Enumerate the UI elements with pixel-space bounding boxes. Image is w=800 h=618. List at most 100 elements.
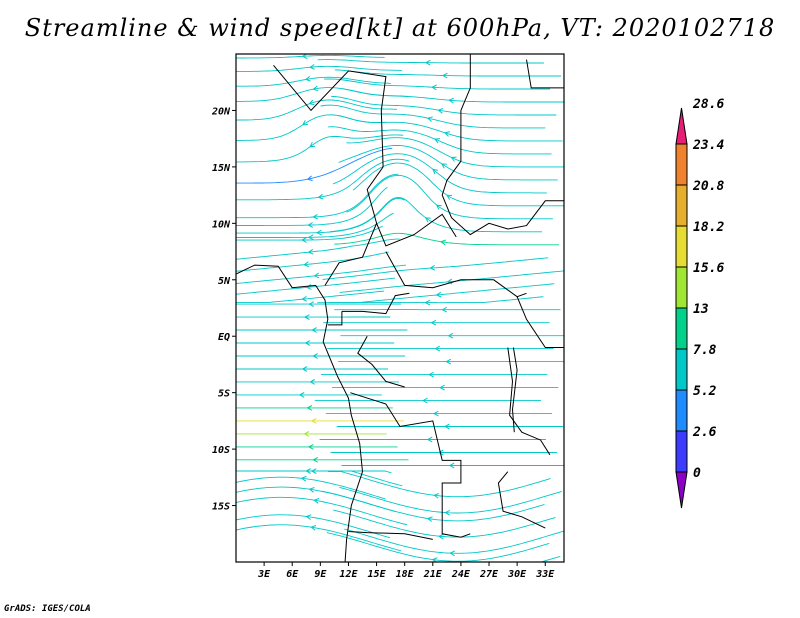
- colorbar-segment: [675, 184, 688, 227]
- streamline: [236, 251, 389, 272]
- streamline-arrow: [447, 332, 454, 339]
- streamline-arrow: [439, 384, 445, 391]
- streamline-arrow: [432, 410, 439, 417]
- colorbar: 0 2.6 5.2 7.8 13 15.6 18.2 20.8 23.4 28.6: [675, 97, 724, 509]
- streamline: [341, 88, 564, 103]
- streamline-arrow: [304, 340, 311, 346]
- streamline-arrow: [311, 327, 317, 333]
- border-line: [511, 347, 518, 433]
- streamline: [236, 524, 402, 552]
- streamline: [328, 471, 551, 498]
- streamline: [236, 264, 407, 284]
- streamline-arrow: [310, 525, 317, 531]
- streamline: [236, 514, 391, 539]
- streamline: [236, 212, 394, 238]
- streamline: [236, 277, 396, 295]
- streamline-arrow: [435, 204, 442, 210]
- streamline-arrow: [307, 444, 314, 450]
- streamline: [346, 137, 564, 168]
- streamline: [322, 257, 549, 280]
- streamline: [236, 134, 404, 163]
- streamline-arrow: [433, 492, 439, 499]
- latitude-axis: 20N 15N 10N 5N EQ 5S 10S 15S: [211, 106, 236, 513]
- streamline-arrow: [448, 462, 455, 469]
- streamline-arrow: [301, 237, 307, 243]
- border-line: [441, 110, 564, 236]
- streamline: [236, 54, 385, 59]
- lat-tick-label: 10N: [212, 219, 231, 230]
- streamline: [236, 173, 399, 219]
- streamline: [346, 174, 553, 220]
- lon-tick-label: 33E: [535, 569, 555, 580]
- lon-tick-label: 30E: [507, 569, 527, 580]
- colorbar-segment: [675, 348, 688, 391]
- streamline-arrow: [437, 108, 444, 114]
- streamline-arrow: [312, 213, 319, 220]
- border-line: [497, 471, 546, 529]
- streamline-arrow: [525, 563, 530, 568]
- country-borders: [236, 54, 564, 562]
- colorbar-segment: [675, 307, 688, 350]
- lat-tick-label: EQ: [218, 332, 230, 343]
- streamline-arrow: [441, 72, 448, 79]
- map-frame: [235, 53, 565, 563]
- colorbar-label: 5.2: [693, 384, 717, 399]
- streamline-arrow: [313, 272, 320, 279]
- streamline-arrow: [440, 239, 446, 246]
- streamline-arrow: [426, 516, 433, 522]
- streamline: [326, 532, 550, 562]
- streamline-arrow: [302, 120, 308, 126]
- streamline-arrow: [424, 59, 431, 66]
- streamline-arrow: [307, 234, 314, 241]
- colorbar-label: 18.2: [693, 220, 724, 235]
- streamline: [236, 238, 400, 260]
- streamline-arrow: [307, 248, 314, 255]
- border-line: [327, 311, 343, 326]
- border-line: [350, 392, 471, 538]
- lon-tick-label: 6E: [286, 569, 299, 580]
- streamline-arrow: [441, 306, 448, 313]
- streamline-arrow: [308, 301, 315, 307]
- longitude-axis: 3E 6E 9E 12E 15E 18E 21E 24E 27E 30E 33E: [257, 562, 555, 580]
- border-line: [236, 264, 364, 562]
- streamline-arrow: [304, 76, 311, 82]
- streamline-arrow: [446, 194, 453, 200]
- streamline: [236, 197, 405, 234]
- colorbar-segment: [675, 266, 688, 309]
- streamline: [317, 59, 544, 64]
- streamline: [236, 147, 393, 184]
- streamline-arrow: [305, 514, 312, 520]
- streamline-arrow: [444, 509, 451, 516]
- streamline-arrow: [429, 264, 436, 271]
- border-line: [526, 59, 564, 89]
- streamline-arrow: [301, 366, 308, 372]
- streamline-arrow: [298, 392, 305, 398]
- streamline: [338, 144, 558, 181]
- colorbar-label: 15.6: [693, 261, 724, 276]
- streamline-arrow: [448, 97, 454, 104]
- streamline: [332, 153, 547, 194]
- streamline: [236, 76, 391, 87]
- streamline-arrow: [438, 533, 444, 540]
- lat-tick-label: 10S: [212, 445, 230, 456]
- streamline-arrow: [434, 345, 441, 352]
- streamline-arrow: [317, 193, 324, 200]
- streamline: [339, 486, 562, 514]
- streamline: [334, 232, 560, 246]
- lon-tick-label: 12E: [339, 569, 358, 580]
- streamline-arrow: [310, 418, 317, 424]
- border-line: [348, 531, 433, 540]
- streamline: [236, 290, 385, 303]
- streamline-arrow: [424, 217, 431, 223]
- border-line: [460, 54, 471, 111]
- map-title: Streamline & wind speed[kt] at 600hPa, V…: [24, 14, 776, 42]
- border-line: [341, 292, 410, 315]
- streamline-arrow: [308, 99, 315, 106]
- colorbar-low-arrow: [675, 471, 688, 509]
- streamline-arrow: [303, 314, 310, 320]
- streamline-arrow: [306, 175, 313, 182]
- streamline: [236, 476, 386, 500]
- streamline-arrow: [437, 449, 444, 456]
- streamline: [236, 114, 387, 141]
- streamline-arrow: [450, 156, 457, 162]
